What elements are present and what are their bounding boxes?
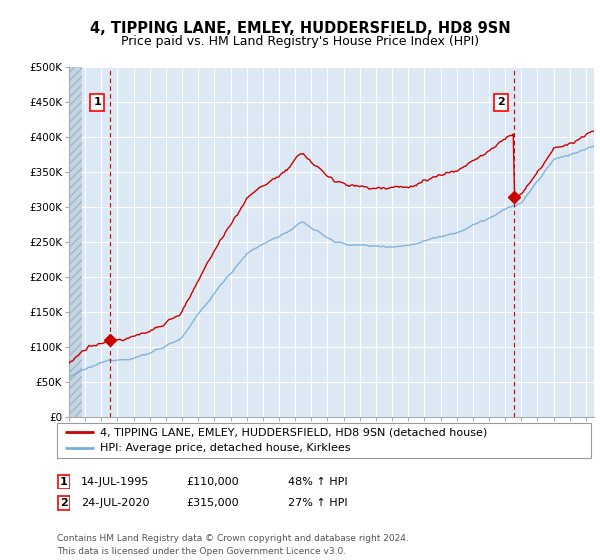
Text: 27% ↑ HPI: 27% ↑ HPI bbox=[288, 498, 347, 508]
Text: 4, TIPPING LANE, EMLEY, HUDDERSFIELD, HD8 9SN: 4, TIPPING LANE, EMLEY, HUDDERSFIELD, HD… bbox=[89, 21, 511, 36]
Text: £315,000: £315,000 bbox=[186, 498, 239, 508]
Text: 4, TIPPING LANE, EMLEY, HUDDERSFIELD, HD8 9SN (detached house): 4, TIPPING LANE, EMLEY, HUDDERSFIELD, HD… bbox=[100, 427, 487, 437]
FancyBboxPatch shape bbox=[58, 474, 70, 489]
Text: 2: 2 bbox=[497, 97, 505, 107]
Text: 48% ↑ HPI: 48% ↑ HPI bbox=[288, 477, 347, 487]
Text: 24-JUL-2020: 24-JUL-2020 bbox=[81, 498, 149, 508]
Text: Price paid vs. HM Land Registry's House Price Index (HPI): Price paid vs. HM Land Registry's House … bbox=[121, 35, 479, 48]
FancyBboxPatch shape bbox=[58, 496, 70, 510]
Text: HPI: Average price, detached house, Kirklees: HPI: Average price, detached house, Kirk… bbox=[100, 443, 350, 453]
Text: £110,000: £110,000 bbox=[186, 477, 239, 487]
FancyBboxPatch shape bbox=[57, 423, 591, 458]
Bar bbox=[69, 67, 82, 417]
Text: Contains HM Land Registry data © Crown copyright and database right 2024.
This d: Contains HM Land Registry data © Crown c… bbox=[57, 534, 409, 556]
Text: 2: 2 bbox=[60, 498, 67, 508]
Text: 1: 1 bbox=[93, 97, 101, 107]
Text: 1: 1 bbox=[60, 477, 67, 487]
Text: 14-JUL-1995: 14-JUL-1995 bbox=[81, 477, 149, 487]
